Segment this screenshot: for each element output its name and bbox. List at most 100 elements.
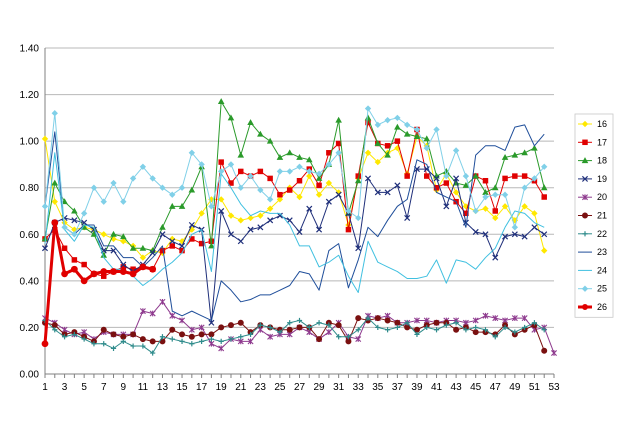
series-19-point [149,249,156,256]
series-18-point [462,181,470,188]
legend-label: 16 [597,119,607,129]
series-16-point [266,205,274,212]
x-tick-label: 31 [333,382,345,393]
series-22 [42,315,547,356]
series-18-point [384,151,391,158]
series-26-point [129,270,137,278]
series-23 [44,124,545,321]
series-18-line [44,101,545,256]
series-25-point [266,196,274,203]
series-18-point [266,137,274,144]
series-22-point [71,331,77,338]
series-22-point [267,324,273,331]
series-25-point [257,186,264,194]
y-tick-label: 0.40 [20,276,40,287]
series-25-point [541,163,548,170]
series-19-point [541,231,548,238]
series-22-point [522,324,528,331]
series-25-point [188,149,195,156]
series-17-point [238,168,244,175]
series-21-point [345,338,352,345]
series-20-point [325,329,332,336]
x-tick-label: 53 [548,382,560,393]
legend-entry-25: 25 [578,284,607,294]
series-21-point [541,347,548,354]
series-22-point [316,320,322,326]
series-18-point [491,184,499,191]
series-22-point [473,324,479,331]
series-25-point [306,168,313,175]
series-18-point [237,151,245,158]
legend-label: 21 [597,211,607,221]
legend-label: 20 [597,192,607,202]
x-tick-label: 25 [274,382,286,393]
series-22-point [208,336,215,342]
series-18-point [61,198,68,205]
series-18-point [247,119,254,125]
series-16-point [306,172,313,180]
x-tick-label: 47 [490,382,502,393]
series-16 [41,133,548,261]
x-tick-label: 17 [196,382,208,393]
series-19-point [179,242,186,249]
series-22-point [140,343,146,349]
series-16-point [374,158,381,166]
series-22-point [287,320,293,326]
series-17-point [394,138,401,144]
series-22-point [365,315,371,321]
series-19-point [316,226,323,233]
x-tick-label: 5 [81,382,87,393]
series-19-point [511,231,518,238]
series-25-point [423,144,430,152]
series-18-point [120,233,127,240]
series-16-point [139,254,147,261]
series-26 [41,219,157,348]
series-22-point [326,322,332,328]
series-17-point [345,226,352,233]
series-21-point [237,319,244,326]
series-25-point [51,110,58,117]
series-21-point [286,326,293,333]
series-20-point [355,336,362,343]
series-25-point [492,191,499,198]
series-25-point [315,170,323,177]
series-21-point [384,317,391,324]
series-18-point [354,177,362,184]
series-16-point [482,205,489,212]
series-17-point [443,180,450,186]
y-tick-label: 0.80 [20,183,40,194]
series-17-point [296,177,303,184]
series-22-point [120,338,126,344]
series-22-point [199,338,205,344]
series-18-point [315,174,323,181]
series-26-point [119,268,127,275]
x-tick-label: 33 [353,382,365,393]
y-tick-label: 0.60 [20,230,40,241]
series-19-point [227,231,235,238]
series-25-point [345,207,352,215]
series-19-point [325,198,332,205]
series-26-point [149,265,157,273]
series-18-point [90,230,98,237]
series-19-point [472,228,479,235]
series-18-point [71,207,78,214]
legend-entry-16: 16 [578,119,607,129]
legend-label: 25 [597,284,607,294]
series-22-point [394,324,400,331]
series-22-point [336,334,342,340]
series-16-point [531,210,538,217]
series-19-point [306,205,313,212]
series-18-point [286,149,293,156]
legend-entry-17: 17 [578,137,607,147]
series-22-point [257,322,263,328]
series-21-point [335,322,342,329]
series-19-point [286,217,293,224]
series-16-point [247,214,254,222]
legend-swatch-marker [582,231,588,237]
series-22-point [101,341,107,347]
series-25-point [325,161,333,168]
series-25-point [501,191,509,198]
series-20-point [551,350,557,357]
